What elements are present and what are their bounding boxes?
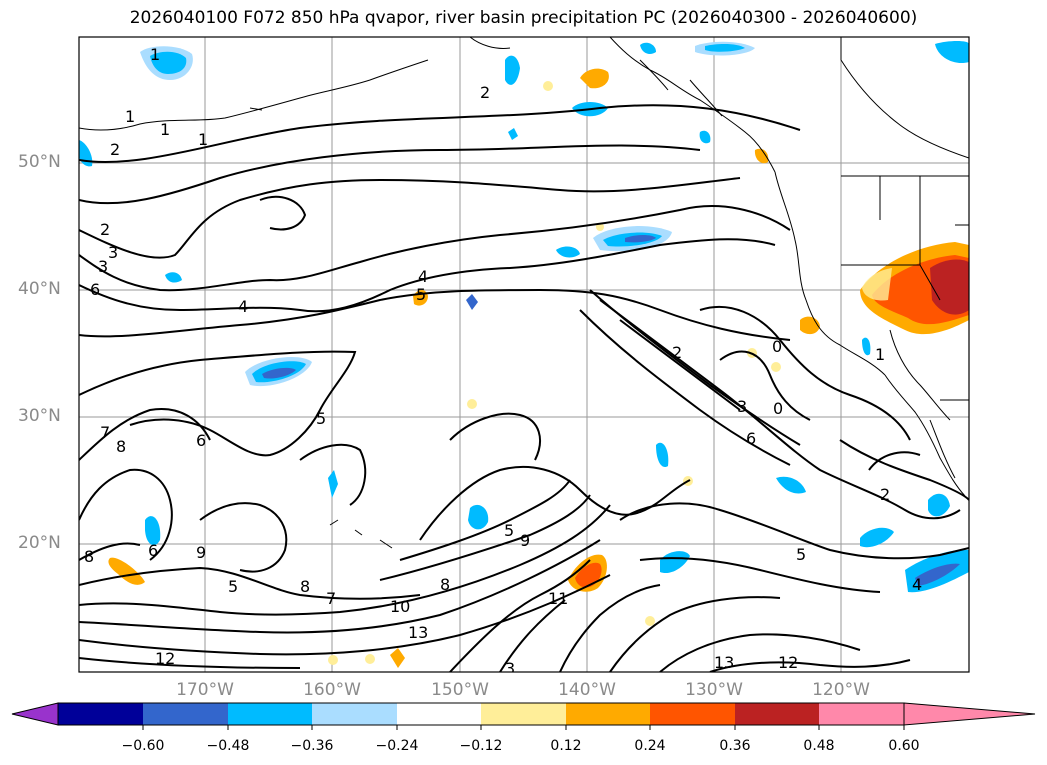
contour-label: 9 bbox=[196, 543, 206, 562]
colorbar-extend-left bbox=[11, 702, 59, 726]
contour-label: 3 bbox=[505, 659, 515, 678]
contour-label: 1 bbox=[160, 120, 170, 139]
colorbar-tick-label: −0.36 bbox=[290, 738, 334, 754]
colorbar-tick-label: −0.12 bbox=[459, 738, 503, 754]
colorbar-extend-right bbox=[903, 702, 1036, 726]
lat-label: 20°N bbox=[18, 533, 61, 553]
contour-label: 9 bbox=[520, 531, 530, 550]
contour-label: 4 bbox=[238, 297, 248, 316]
contour-label: 3 bbox=[108, 243, 118, 262]
contour-label: 8 bbox=[84, 547, 94, 566]
contour-label: 12 bbox=[778, 653, 798, 672]
contour-label: 2 bbox=[110, 140, 120, 159]
lon-label: 150°W bbox=[431, 680, 489, 700]
contour-label: 10 bbox=[390, 597, 410, 616]
contour-label: 5 bbox=[504, 521, 514, 540]
lon-label: 140°W bbox=[558, 680, 616, 700]
colorbar-segment bbox=[143, 703, 228, 725]
contour-label: 5 bbox=[416, 285, 426, 304]
lat-label: 30°N bbox=[18, 406, 61, 426]
colorbar-tick-label: 0.12 bbox=[550, 738, 582, 754]
map-title: 2026040100 F072 850 hPa qvapor, river ba… bbox=[129, 8, 918, 28]
colorbar-segment bbox=[228, 703, 312, 725]
contour-label: 2 bbox=[480, 83, 490, 102]
contour-label: 2 bbox=[880, 485, 890, 504]
colorbar-tick-label: −0.24 bbox=[375, 738, 419, 754]
contour-label: 6 bbox=[90, 280, 100, 299]
contour-label: 5 bbox=[796, 545, 806, 564]
colorbar-segment bbox=[735, 703, 819, 725]
contour-label: 1 bbox=[125, 107, 135, 126]
lon-label: 130°W bbox=[685, 680, 743, 700]
contour-label: 13 bbox=[714, 653, 734, 672]
colorbar-tick-label: −0.60 bbox=[121, 738, 165, 754]
contour-label: 7 bbox=[326, 589, 336, 608]
contour-label: 11 bbox=[548, 589, 568, 608]
colorbar-tick-label: 0.36 bbox=[719, 738, 751, 754]
contour-label: 6 bbox=[746, 429, 756, 448]
colorbar-segment bbox=[566, 703, 650, 725]
contour-label: 3 bbox=[98, 257, 108, 276]
contour-label: 2 bbox=[100, 220, 110, 239]
contour-label: 8 bbox=[300, 577, 310, 596]
colorbar-segment bbox=[312, 703, 397, 725]
contour-label: 4 bbox=[912, 575, 922, 594]
contour-label: 5 bbox=[316, 409, 326, 428]
contour-label: 12 bbox=[155, 649, 175, 668]
coastlines bbox=[79, 37, 969, 549]
contour-label: 0 bbox=[772, 337, 782, 356]
qvapor-contours bbox=[79, 104, 969, 672]
contour-label: 7 bbox=[100, 423, 110, 442]
lon-label: 160°W bbox=[303, 680, 361, 700]
lat-label: 40°N bbox=[18, 279, 61, 299]
lon-label: 170°W bbox=[176, 680, 234, 700]
plot-area bbox=[79, 37, 969, 672]
lat-label: 50°N bbox=[18, 152, 61, 172]
contour-label: 1 bbox=[198, 130, 208, 149]
colorbar-segment bbox=[481, 703, 566, 725]
colorbar-tick-label: −0.48 bbox=[206, 738, 250, 754]
contour-label: 1 bbox=[875, 345, 885, 364]
contour-label: 8 bbox=[440, 575, 450, 594]
colorbar-tick-label: 0.60 bbox=[888, 738, 920, 754]
contour-label: 6 bbox=[196, 431, 206, 450]
colorbar-tick-label: 0.48 bbox=[803, 738, 835, 754]
contour-label: 8 bbox=[116, 437, 126, 456]
colorbar-segment bbox=[397, 703, 481, 725]
contour-label: 0 bbox=[773, 399, 783, 418]
contour-label: 13 bbox=[408, 623, 428, 642]
colorbar-segment bbox=[650, 703, 735, 725]
lon-label: 120°W bbox=[812, 680, 870, 700]
contour-label: 1 bbox=[150, 45, 160, 64]
contour-label: 6 bbox=[148, 541, 158, 560]
colorbar-segment bbox=[58, 703, 143, 725]
colorbar-segment bbox=[819, 703, 904, 725]
contour-label: 4 bbox=[418, 267, 428, 286]
contour-label: 2 bbox=[672, 343, 682, 362]
contour-labels: 1 1 1 1 2 2 2 3 3 4 4 5 5 5 5 6 6 6 6 7 … bbox=[84, 45, 922, 678]
plot-frame bbox=[78, 36, 970, 673]
contour-label: 5 bbox=[228, 577, 238, 596]
colorbar-tick-label: 0.24 bbox=[634, 738, 666, 754]
colorbar bbox=[11, 702, 1036, 730]
contour-label: 3 bbox=[737, 397, 747, 416]
